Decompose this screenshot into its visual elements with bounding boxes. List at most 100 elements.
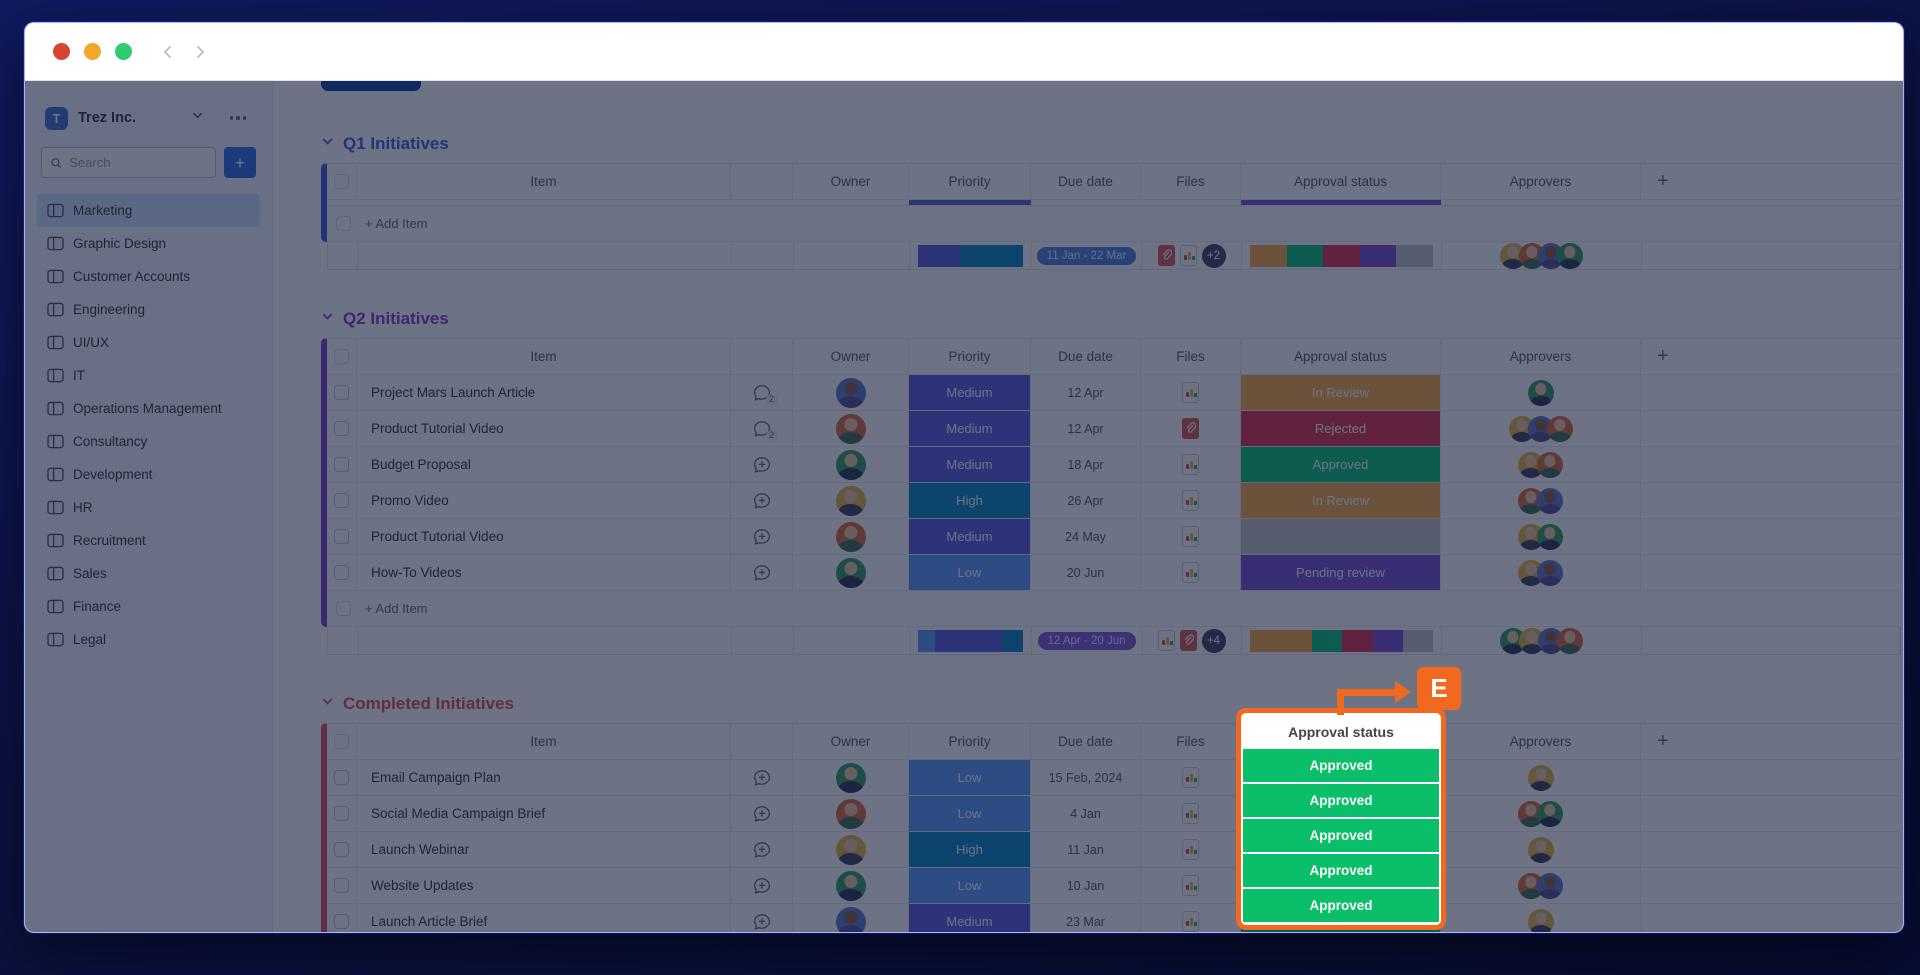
- row-checkbox[interactable]: [334, 421, 349, 436]
- image-file-icon[interactable]: [1157, 630, 1175, 651]
- approvers-summary-cell[interactable]: [1442, 242, 1642, 269]
- active-tab-indicator[interactable]: [321, 81, 421, 91]
- conversation-button[interactable]: [752, 527, 772, 547]
- item-name-cell[interactable]: Website Updates: [357, 868, 731, 903]
- column-header-approvers[interactable]: Approvers: [1441, 339, 1641, 374]
- conversation-button[interactable]: 2: [752, 383, 778, 406]
- conversation-button[interactable]: [752, 563, 772, 583]
- sidebar-item-recruitment[interactable]: Recruitment: [37, 524, 260, 557]
- column-header-owner[interactable]: Owner: [793, 724, 909, 759]
- priority-cell[interactable]: Medium: [909, 375, 1031, 410]
- search-input[interactable]: [69, 155, 207, 170]
- files-cell[interactable]: [1141, 868, 1241, 903]
- attachment-file-icon[interactable]: [1157, 245, 1175, 266]
- files-summary-cell[interactable]: +2: [1142, 242, 1242, 269]
- sidebar-item-ui-ux[interactable]: UI/UX: [37, 326, 260, 359]
- image-file-icon[interactable]: [1182, 526, 1199, 547]
- sidebar-item-sales[interactable]: Sales: [37, 557, 260, 590]
- add-board-button[interactable]: +: [224, 147, 256, 178]
- image-file-icon[interactable]: [1182, 562, 1199, 583]
- approval-status-cell[interactable]: Approved: [1241, 447, 1441, 482]
- files-cell[interactable]: [1141, 411, 1241, 446]
- column-header-due-date[interactable]: Due date: [1031, 724, 1141, 759]
- owner-cell[interactable]: [793, 519, 909, 554]
- files-cell[interactable]: [1141, 483, 1241, 518]
- add-column-button[interactable]: +: [1641, 339, 1901, 374]
- priority-cell[interactable]: Low: [909, 868, 1031, 903]
- column-header-item[interactable]: Item: [357, 164, 731, 199]
- column-header-owner[interactable]: Owner: [793, 339, 909, 374]
- due-date-cell[interactable]: 12 Apr: [1031, 375, 1141, 410]
- owner-cell[interactable]: [793, 760, 909, 795]
- owner-cell[interactable]: [793, 796, 909, 831]
- minimize-window-button[interactable]: [84, 43, 101, 60]
- back-button[interactable]: [160, 44, 176, 60]
- conversation-button[interactable]: [752, 876, 772, 896]
- approvers-cell[interactable]: [1441, 411, 1641, 446]
- conversation-button[interactable]: [752, 912, 772, 932]
- approvers-cell[interactable]: [1441, 832, 1641, 867]
- files-cell[interactable]: [1141, 760, 1241, 795]
- conversation-button[interactable]: [752, 804, 772, 824]
- approvers-cell[interactable]: [1441, 904, 1641, 932]
- row-checkbox[interactable]: [334, 770, 349, 785]
- due-range-cell[interactable]: 12 Apr - 20 Jun: [1032, 627, 1142, 654]
- files-cell[interactable]: [1141, 555, 1241, 590]
- priority-cell[interactable]: Medium: [909, 904, 1031, 932]
- approval-status-cell[interactable]: [1241, 519, 1441, 554]
- owner-cell[interactable]: [793, 904, 909, 932]
- due-date-cell[interactable]: 10 Jan: [1031, 868, 1141, 903]
- approval-status-cell[interactable]: In Review: [1241, 483, 1441, 518]
- item-name-cell[interactable]: How-To Videos: [357, 555, 731, 590]
- image-file-icon[interactable]: [1182, 839, 1199, 860]
- owner-cell[interactable]: [793, 832, 909, 867]
- files-summary-cell[interactable]: +4: [1142, 627, 1242, 654]
- sidebar-item-hr[interactable]: HR: [37, 491, 260, 524]
- approval-status-cell[interactable]: In Review: [1241, 375, 1441, 410]
- row-checkbox[interactable]: [334, 914, 349, 929]
- item-name-cell[interactable]: Project Mars Launch Article: [357, 375, 731, 410]
- attachment-file-icon[interactable]: [1179, 630, 1197, 651]
- approvers-cell[interactable]: [1441, 519, 1641, 554]
- priority-summary-cell[interactable]: [910, 627, 1032, 654]
- priority-summary-cell[interactable]: [910, 242, 1032, 269]
- files-cell[interactable]: [1141, 832, 1241, 867]
- sidebar-item-development[interactable]: Development: [37, 458, 260, 491]
- row-checkbox[interactable]: [334, 385, 349, 400]
- row-checkbox[interactable]: [334, 457, 349, 472]
- add-column-button[interactable]: +: [1641, 164, 1901, 199]
- item-name-cell[interactable]: Launch Article Brief: [357, 904, 731, 932]
- close-window-button[interactable]: [53, 43, 70, 60]
- approvers-cell[interactable]: [1441, 483, 1641, 518]
- sidebar-item-consultancy[interactable]: Consultancy: [37, 425, 260, 458]
- add-column-button[interactable]: +: [1641, 724, 1901, 759]
- column-header-item[interactable]: Item: [357, 724, 731, 759]
- due-date-cell[interactable]: 18 Apr: [1031, 447, 1141, 482]
- owner-cell[interactable]: [793, 447, 909, 482]
- approval-summary-cell[interactable]: [1242, 627, 1442, 654]
- column-header-approvers[interactable]: Approvers: [1441, 724, 1641, 759]
- priority-cell[interactable]: Medium: [909, 447, 1031, 482]
- files-cell[interactable]: [1141, 375, 1241, 410]
- item-name-cell[interactable]: Budget Proposal: [357, 447, 731, 482]
- image-file-icon[interactable]: [1179, 245, 1197, 266]
- owner-cell[interactable]: [793, 555, 909, 590]
- item-name-cell[interactable]: Product Tutorial Video: [357, 519, 731, 554]
- files-cell[interactable]: [1141, 904, 1241, 932]
- row-checkbox[interactable]: [336, 601, 351, 616]
- row-checkbox[interactable]: [334, 174, 349, 189]
- row-checkbox[interactable]: [334, 349, 349, 364]
- column-header-owner[interactable]: Owner: [793, 164, 909, 199]
- image-file-icon[interactable]: [1182, 767, 1199, 788]
- group-collapse-icon[interactable]: [321, 135, 334, 153]
- column-header-priority[interactable]: Priority: [909, 724, 1031, 759]
- approval-status-cell[interactable]: Pending review: [1241, 555, 1441, 590]
- column-header-approval-status[interactable]: Approval status: [1241, 164, 1441, 199]
- group-collapse-icon[interactable]: [321, 310, 334, 328]
- due-date-cell[interactable]: 20 Jun: [1031, 555, 1141, 590]
- image-file-icon[interactable]: [1182, 803, 1199, 824]
- files-cell[interactable]: [1141, 519, 1241, 554]
- item-name-cell[interactable]: Launch Webinar: [357, 832, 731, 867]
- conversation-button[interactable]: [752, 840, 772, 860]
- row-checkbox[interactable]: [334, 493, 349, 508]
